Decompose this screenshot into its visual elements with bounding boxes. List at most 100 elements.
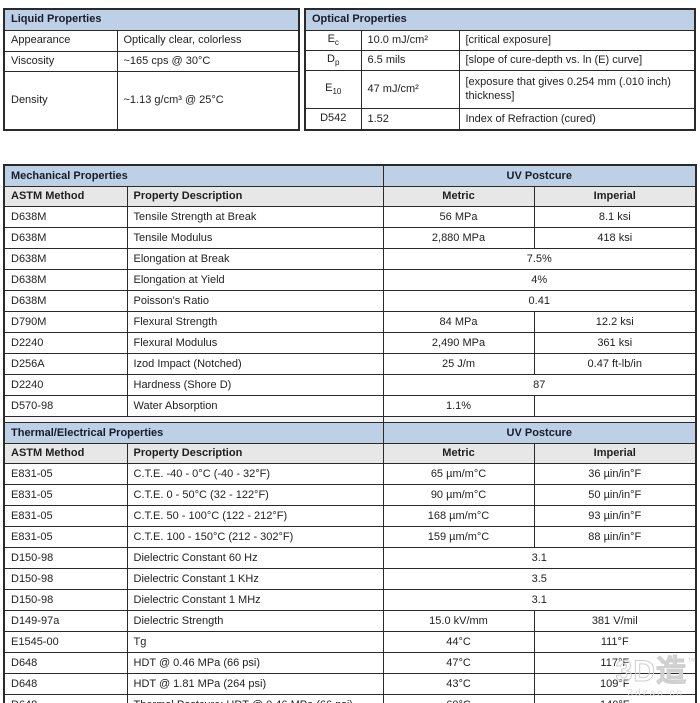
table-row: D638M Elongation at Yield 4% [3, 269, 697, 292]
table-row: D150-98 Dielectric Constant 1 MHz 3.1 [3, 589, 697, 612]
liquid-header-row: Liquid Properties [3, 8, 300, 32]
main-tables-section: Mechanical Properties UV Postcure ASTM M… [0, 164, 700, 703]
symbol-subscript: p [335, 58, 340, 68]
astm-cell: D150-98 [3, 547, 128, 570]
table-row: D150-98 Dielectric Constant 1 KHz 3.5 [3, 568, 697, 591]
symbol-text: E [327, 33, 335, 45]
symbol-text: D [327, 53, 335, 66]
property-cell: Izod Impact (Notched) [126, 353, 384, 376]
imperial-cell: 381 V/mil [533, 610, 697, 633]
table-row: D2240 Hardness (Shore D) 87 [3, 374, 697, 397]
thermal-electrical-properties-title: Thermal/Electrical Properties [3, 422, 384, 445]
metric-header: Metric [382, 186, 535, 208]
property-cell: C.T.E. -40 - 0°C (-40 - 32°F) [126, 463, 384, 486]
table-row: D570-98 Water Absorption 1.1% [3, 395, 697, 418]
metric-cell: 159 µm/m°C [382, 526, 535, 549]
value-cell: 6.5 mils [360, 50, 460, 72]
imperial-cell: 93 µin/in°F [533, 505, 697, 528]
imperial-cell: 8.1 ksi [533, 206, 697, 229]
symbol-cell: E10 [304, 70, 362, 110]
table-row: D638M Tensile Strength at Break 56 MPa 8… [3, 206, 697, 229]
astm-cell: D2240 [3, 374, 128, 397]
optical-header-row: Optical Properties [304, 8, 696, 31]
imperial-header: Imperial [533, 443, 697, 465]
metric-cell: 168 µm/m°C [382, 505, 535, 528]
table-row: E831-05 C.T.E. -40 - 0°C (-40 - 32°F) 65… [3, 463, 697, 486]
thermal-column-header-row: ASTM Method Property Description Metric … [3, 443, 697, 465]
property-cell: Tensile Strength at Break [126, 206, 384, 229]
uv-postcure-header: UV Postcure [382, 164, 697, 188]
value-cell: 10.0 mJ/cm² [360, 29, 460, 52]
description-cell: Index of Refraction (cured) [458, 108, 696, 131]
table-row: E10 47 mJ/cm² [exposure that gives 0.254… [304, 70, 696, 110]
metric-header: Metric [382, 443, 535, 465]
symbol-subscript: c [334, 38, 339, 48]
imperial-cell [533, 395, 697, 418]
table-row: E831-05 C.T.E. 0 - 50°C (32 - 122°F) 90 … [3, 484, 697, 507]
imperial-cell: 36 µin/in°F [533, 463, 697, 486]
imperial-cell: 418 ksi [533, 227, 697, 250]
astm-cell: D149-97a [3, 610, 128, 633]
astm-method-header: ASTM Method [3, 186, 128, 208]
property-description-header: Property Description [126, 443, 384, 465]
property-cell: Elongation at Break [126, 248, 384, 271]
properties-table: Mechanical Properties UV Postcure ASTM M… [3, 164, 697, 703]
table-row: E1545-00 Tg 44°C 111°F [3, 631, 697, 654]
property-cell: Dielectric Constant 1 KHz [126, 568, 384, 591]
astm-cell: D150-98 [3, 589, 128, 612]
metric-cell: 43°C [382, 673, 535, 696]
value-cell: 1.52 [360, 108, 460, 131]
imperial-cell: 111°F [533, 631, 697, 654]
imperial-cell: 50 µin/in°F [533, 484, 697, 507]
table-row: E831-05 C.T.E. 50 - 100°C (122 - 212°F) … [3, 505, 697, 528]
astm-cell: D638M [3, 248, 128, 271]
mechanical-column-header-row: ASTM Method Property Description Metric … [3, 186, 697, 208]
astm-cell: D790M [3, 311, 128, 334]
astm-cell: D648 [3, 673, 128, 696]
imperial-cell: 109°F [533, 673, 697, 696]
metric-cell: 60°C [382, 694, 535, 703]
symbol-cell: D542 [304, 108, 362, 131]
property-description-header: Property Description [126, 186, 384, 208]
imperial-cell: 117°F [533, 652, 697, 675]
uv-postcure-header: UV Postcure [382, 422, 697, 445]
imperial-header: Imperial [533, 186, 697, 208]
astm-cell: D570-98 [3, 395, 128, 418]
imperial-cell: 0.47 ft-lb/in [533, 353, 697, 376]
metric-cell: 90 µm/m°C [382, 484, 535, 507]
property-cell: Thermal Postcure: HDT @ 0.46 MPa (66 psi… [126, 694, 384, 703]
span-value-cell: 3.1 [382, 589, 697, 612]
property-cell: Dielectric Strength [126, 610, 384, 633]
symbol-cell: Dp [304, 50, 362, 72]
span-value-cell: 3.5 [382, 568, 697, 591]
astm-method-header: ASTM Method [3, 443, 128, 465]
table-row: D542 1.52 Index of Refraction (cured) [304, 108, 696, 131]
property-cell: C.T.E. 100 - 150°C (212 - 302°F) [126, 526, 384, 549]
mechanical-header-row: Mechanical Properties UV Postcure [3, 164, 697, 188]
property-value-cell: Optically clear, colorless [116, 30, 300, 52]
span-value-cell: 3.1 [382, 547, 697, 570]
property-cell: C.T.E. 0 - 50°C (32 - 122°F) [126, 484, 384, 507]
top-tables-section: Liquid Properties Appearance Optically c… [0, 0, 700, 132]
astm-cell: D638M [3, 227, 128, 250]
property-name-cell: Density [3, 71, 118, 131]
property-cell: Tg [126, 631, 384, 654]
symbol-subscript: 10 [332, 87, 342, 97]
description-cell: [exposure that gives 0.254 mm (.010 inch… [458, 70, 696, 110]
imperial-cell: 140°F [533, 694, 697, 703]
table-row: Viscosity ~165 cps @ 30°C [3, 50, 300, 73]
table-row: Appearance Optically clear, colorless [3, 30, 300, 52]
optical-properties-title: Optical Properties [304, 8, 696, 31]
property-cell: Water Absorption [126, 395, 384, 418]
symbol-cell: Ec [304, 29, 362, 52]
property-cell: Elongation at Yield [126, 269, 384, 292]
property-cell: Dielectric Constant 1 MHz [126, 589, 384, 612]
astm-cell: E831-05 [3, 463, 128, 486]
property-cell: Flexural Strength [126, 311, 384, 334]
metric-cell: 84 MPa [382, 311, 535, 334]
span-value-cell: 7.5% [382, 248, 697, 271]
metric-cell: 2,490 MPa [382, 332, 535, 355]
astm-cell: E1545-00 [3, 631, 128, 654]
astm-cell: D256A [3, 353, 128, 376]
